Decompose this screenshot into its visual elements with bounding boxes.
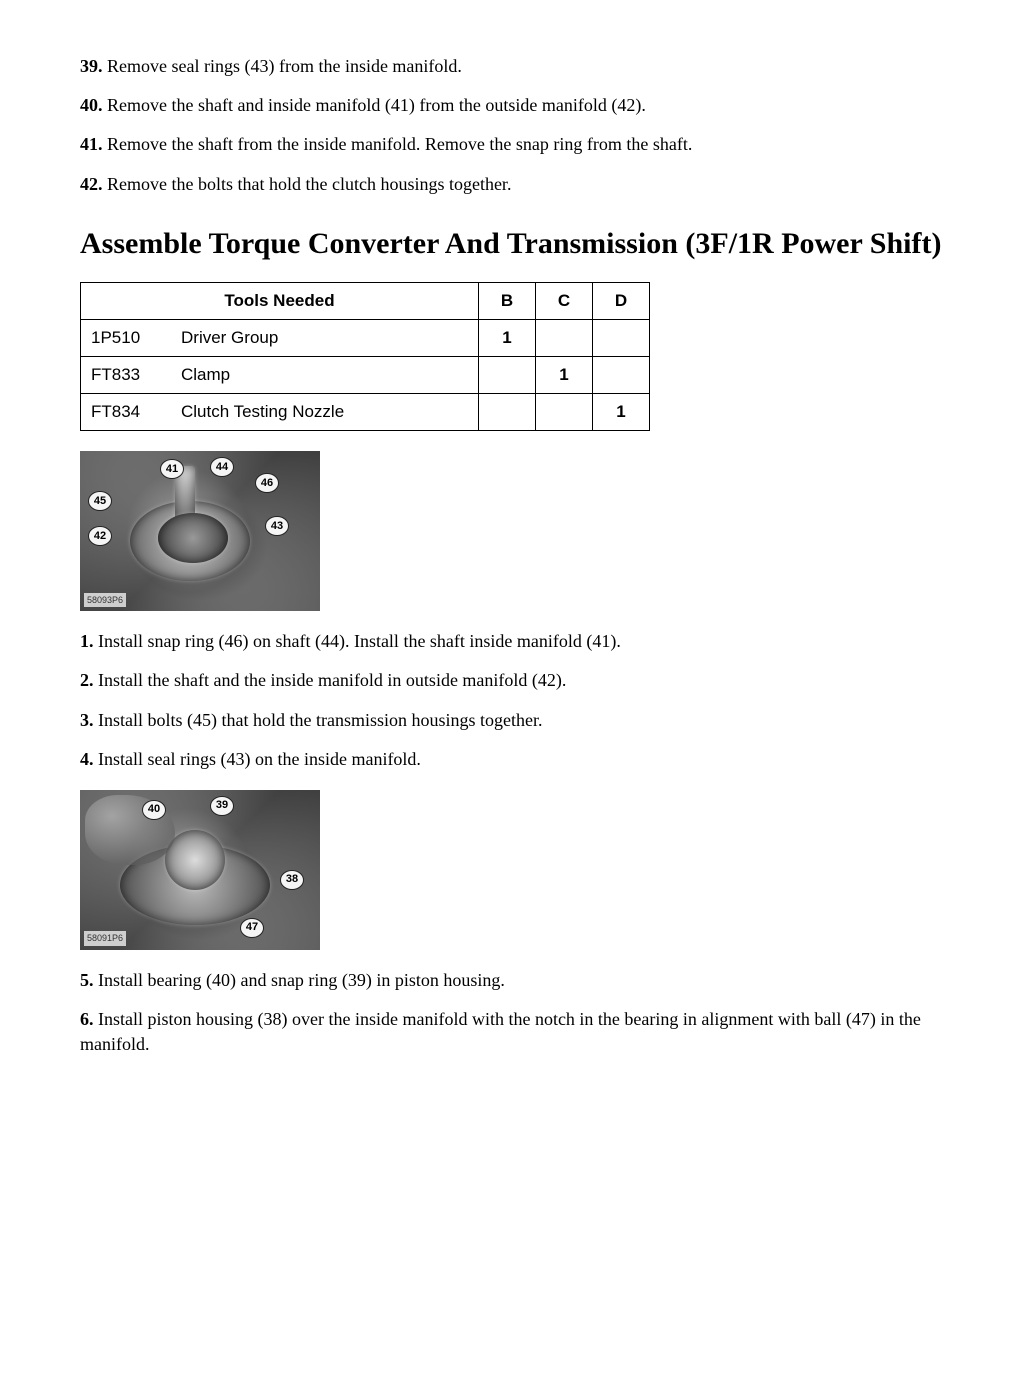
- step-2: 2. Install the shaft and the inside mani…: [80, 668, 944, 693]
- step-text: Install the shaft and the inside manifol…: [98, 670, 566, 690]
- figure-piston-housing: 40 39 38 47 58091P6: [80, 790, 320, 950]
- step-num: 40.: [80, 95, 103, 115]
- step-4: 4. Install seal rings (43) on the inside…: [80, 747, 944, 772]
- step-42: 42. Remove the bolts that hold the clutc…: [80, 172, 944, 197]
- table-row: FT834 Clutch Testing Nozzle 1: [81, 394, 650, 431]
- step-5: 5. Install bearing (40) and snap ring (3…: [80, 968, 944, 993]
- tool-qty-b: [479, 394, 536, 431]
- step-6: 6. Install piston housing (38) over the …: [80, 1007, 944, 1057]
- step-num: 1.: [80, 631, 94, 651]
- step-num: 2.: [80, 670, 94, 690]
- step-text: Remove the shaft and inside manifold (41…: [107, 95, 646, 115]
- step-num: 5.: [80, 970, 94, 990]
- callout-38: 38: [280, 870, 304, 890]
- tool-desc: Driver Group: [171, 320, 479, 357]
- tool-qty-c: 1: [536, 357, 593, 394]
- table-row: 1P510 Driver Group 1: [81, 320, 650, 357]
- tool-desc: Clamp: [171, 357, 479, 394]
- step-num: 6.: [80, 1009, 94, 1029]
- tools-col-c: C: [536, 283, 593, 320]
- callout-39: 39: [210, 796, 234, 816]
- tool-qty-c: [536, 320, 593, 357]
- step-num: 42.: [80, 174, 103, 194]
- step-text: Install seal rings (43) on the inside ma…: [98, 749, 421, 769]
- step-text: Install snap ring (46) on shaft (44). In…: [98, 631, 621, 651]
- tool-qty-d: [593, 320, 650, 357]
- figure-manifold-assembly: 41 44 46 45 42 43 58093P6: [80, 451, 320, 611]
- tool-qty-d: 1: [593, 394, 650, 431]
- step-40: 40. Remove the shaft and inside manifold…: [80, 93, 944, 118]
- step-text: Remove the shaft from the inside manifol…: [107, 134, 692, 154]
- step-text: Install piston housing (38) over the ins…: [80, 1009, 921, 1054]
- section-heading: Assemble Torque Converter And Transmissi…: [80, 225, 944, 263]
- step-num: 3.: [80, 710, 94, 730]
- tool-qty-d: [593, 357, 650, 394]
- tool-qty-c: [536, 394, 593, 431]
- tools-header-title: Tools Needed: [81, 283, 479, 320]
- tool-qty-b: 1: [479, 320, 536, 357]
- table-row: FT833 Clamp 1: [81, 357, 650, 394]
- tool-part: FT834: [81, 394, 172, 431]
- step-3: 3. Install bolts (45) that hold the tran…: [80, 708, 944, 733]
- tool-part: FT833: [81, 357, 172, 394]
- figure-id: 58091P6: [84, 931, 126, 946]
- step-1: 1. Install snap ring (46) on shaft (44).…: [80, 629, 944, 654]
- step-text: Install bolts (45) that hold the transmi…: [98, 710, 542, 730]
- callout-45: 45: [88, 491, 112, 511]
- tools-col-d: D: [593, 283, 650, 320]
- callout-40: 40: [142, 800, 166, 820]
- tool-qty-b: [479, 357, 536, 394]
- figure-id: 58093P6: [84, 593, 126, 608]
- step-text: Remove the bolts that hold the clutch ho…: [107, 174, 511, 194]
- callout-42: 42: [88, 526, 112, 546]
- step-text: Install bearing (40) and snap ring (39) …: [98, 970, 505, 990]
- callout-47: 47: [240, 918, 264, 938]
- step-num: 41.: [80, 134, 103, 154]
- step-num: 4.: [80, 749, 94, 769]
- step-num: 39.: [80, 56, 103, 76]
- step-41: 41. Remove the shaft from the inside man…: [80, 132, 944, 157]
- step-39: 39. Remove seal rings (43) from the insi…: [80, 54, 944, 79]
- tools-needed-table: Tools Needed B C D 1P510 Driver Group 1 …: [80, 282, 650, 431]
- callout-46: 46: [255, 473, 279, 493]
- callout-44: 44: [210, 457, 234, 477]
- callout-43: 43: [265, 516, 289, 536]
- step-text: Remove seal rings (43) from the inside m…: [107, 56, 462, 76]
- tools-col-b: B: [479, 283, 536, 320]
- tool-desc: Clutch Testing Nozzle: [171, 394, 479, 431]
- tool-part: 1P510: [81, 320, 172, 357]
